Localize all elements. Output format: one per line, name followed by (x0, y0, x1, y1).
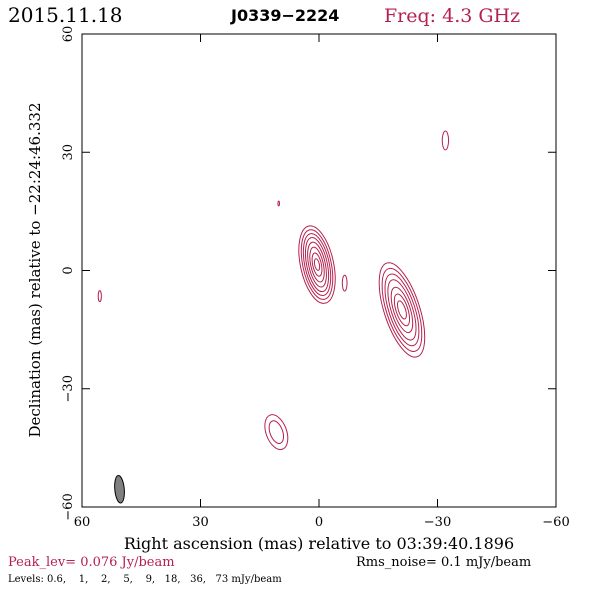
contour-level (97, 290, 102, 303)
contour-level (381, 267, 423, 352)
contour-level (300, 229, 334, 300)
contour-levels: Levels: 0.6, 1, 2, 5, 9, 18, 36, 73 mJy/… (8, 574, 282, 585)
contour-level (393, 293, 411, 327)
peak-level: Peak_lev= 0.076 Jy/beam (8, 555, 175, 570)
x-tick-label: 60 (74, 515, 91, 530)
contour-level (387, 279, 417, 341)
contour-level (378, 262, 426, 358)
contour-level (396, 300, 407, 320)
contour-level (302, 233, 332, 297)
y-tick-label: −60 (61, 493, 76, 520)
x-tick-label: 30 (192, 515, 209, 530)
contour-level (307, 241, 327, 288)
observation-date: 2015.11.18 (8, 3, 123, 27)
beam-shape (114, 475, 125, 504)
contour-level (298, 225, 336, 304)
contour-level (311, 252, 323, 277)
x-tick-labels: 60 30 0 −30 −60 (74, 515, 570, 530)
y-tick-label: −30 (61, 375, 76, 402)
contour-level (341, 274, 348, 292)
y-tick-labels: −60 −30 0 30 60 (61, 26, 76, 521)
contour-lines (97, 130, 450, 451)
contour-level (277, 200, 280, 207)
y-tick-label: 30 (61, 144, 76, 161)
axis-ticks (81, 33, 557, 508)
contour-level (441, 130, 450, 151)
contour-level (309, 246, 325, 283)
x-tick-label: −60 (542, 515, 569, 530)
y-axis-label: Declination (mas) relative to −22:24:46.… (26, 102, 44, 437)
beam-ellipse (114, 475, 125, 504)
contour-level (390, 286, 414, 334)
y-tick-label: 0 (61, 266, 76, 274)
x-axis-label: Right ascension (mas) relative to 03:39:… (124, 534, 514, 553)
frequency-label: Freq: 4.3 GHz (384, 5, 520, 27)
y-tick-label: 60 (61, 26, 76, 43)
contour-level (304, 237, 330, 293)
contour-level (268, 420, 285, 444)
contour-level (264, 414, 289, 451)
x-tick-label: 0 (315, 515, 323, 530)
x-tick-label: −30 (424, 515, 451, 530)
source-name: J0339−2224 (230, 6, 339, 25)
contour-level (313, 258, 321, 271)
contour-level (384, 273, 420, 347)
rms-noise: Rms_noise= 0.1 mJy/beam (356, 555, 531, 570)
